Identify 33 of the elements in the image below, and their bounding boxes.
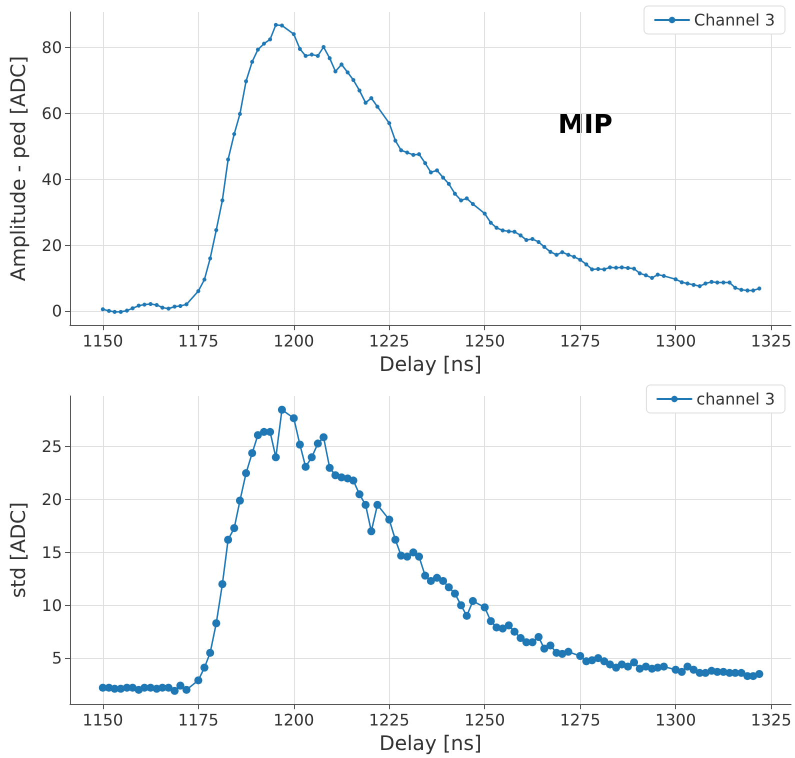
x-tick-label: 1200 — [273, 332, 314, 351]
y-tick-label: 25 — [42, 437, 62, 456]
y-tick-label: 5 — [52, 648, 62, 668]
x-tick-label: 1150 — [82, 710, 124, 730]
y-tick-label: 15 — [42, 542, 62, 562]
legend-label: channel 3 — [696, 390, 775, 408]
y-axis-title: Amplitude - ped [ADC] — [6, 56, 30, 282]
x-tick-label: 1275 — [560, 710, 601, 730]
legend-label: Channel 3 — [694, 10, 775, 30]
x-tick-label: 1250 — [464, 332, 506, 351]
y-tick-label: 20 — [42, 490, 62, 510]
y-axis-title: std [ADC] — [6, 502, 30, 598]
x-tick-label: 1175 — [178, 332, 219, 351]
x-tick-label: 1300 — [655, 710, 696, 730]
x-axis-title: Delay [ns] — [379, 731, 482, 755]
x-tick-label: 1175 — [178, 710, 219, 730]
x-tick-label: 1150 — [82, 332, 124, 351]
x-tick-label: 1225 — [368, 332, 410, 351]
x-tick-label: 1275 — [560, 332, 601, 351]
x-tick-label: 1200 — [273, 710, 314, 730]
y-tick-label: 0 — [52, 302, 62, 321]
x-tick-label: 1225 — [368, 710, 410, 730]
annotation: MIP — [558, 110, 613, 140]
y-tick-label: 60 — [42, 104, 62, 123]
y-tick-label: 10 — [42, 596, 62, 615]
y-tick-label: 40 — [42, 170, 62, 189]
x-tick-label: 1250 — [464, 710, 506, 730]
x-tick-label: 1325 — [750, 332, 792, 351]
y-tick-label: 80 — [42, 38, 62, 57]
x-tick-label: 1325 — [750, 710, 792, 730]
x-tick-label: 1300 — [655, 332, 696, 351]
y-tick-label: 20 — [42, 236, 62, 255]
x-axis-title: Delay [ns] — [379, 352, 482, 376]
